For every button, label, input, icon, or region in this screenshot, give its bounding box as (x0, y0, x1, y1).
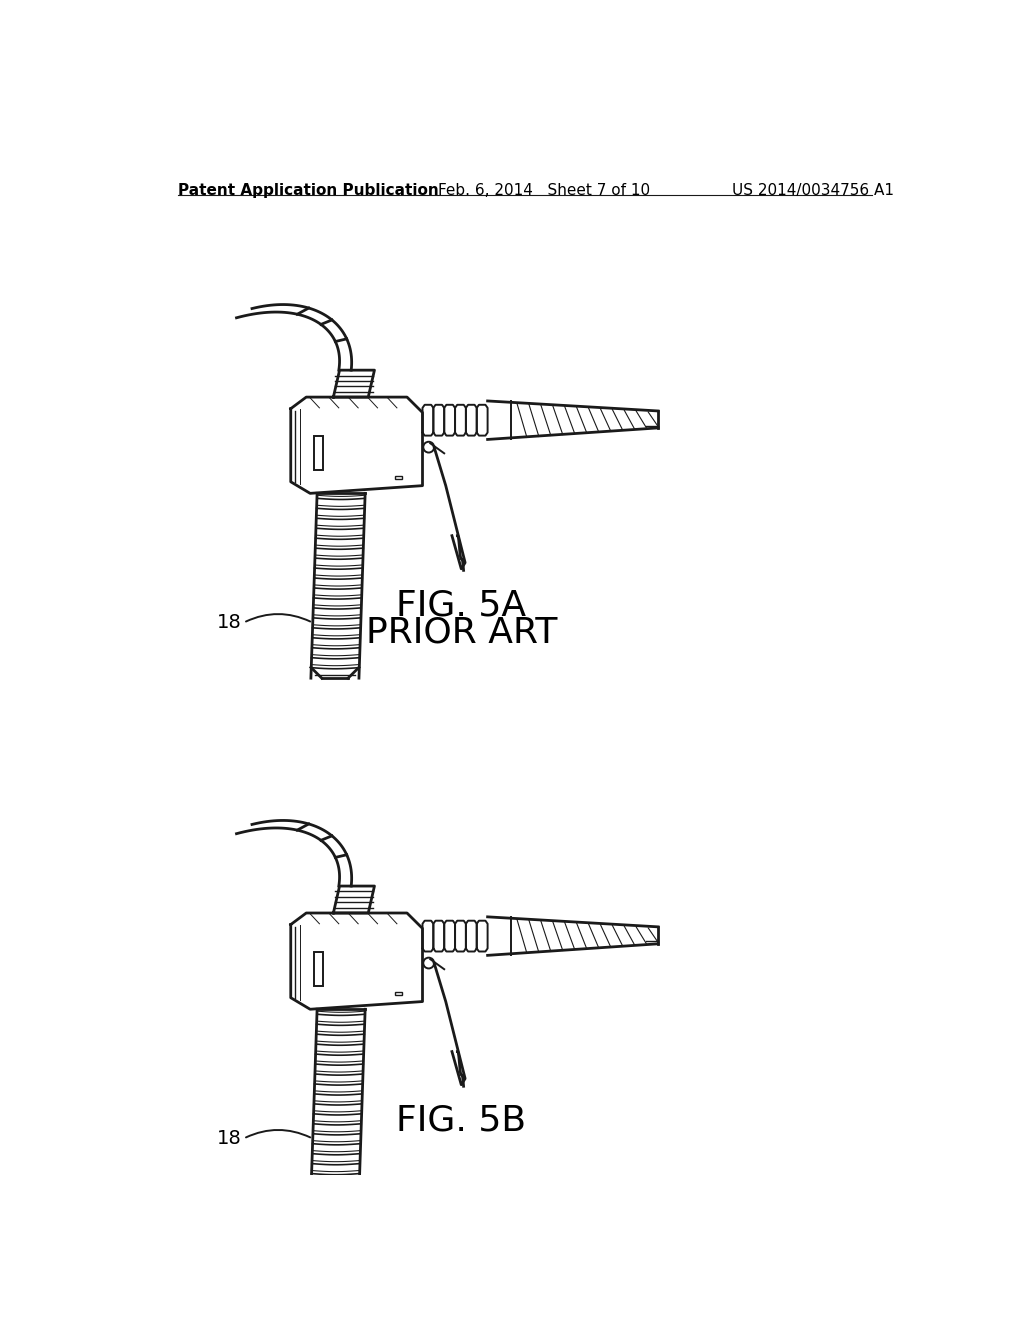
Bar (314, 436, 324, 470)
Bar (395, 991, 401, 995)
Text: Feb. 6, 2014   Sheet 7 of 10: Feb. 6, 2014 Sheet 7 of 10 (438, 183, 650, 198)
Bar (395, 475, 401, 479)
Text: FIG. 5A: FIG. 5A (396, 589, 526, 622)
Bar (314, 952, 324, 986)
Text: 18: 18 (217, 614, 242, 632)
Text: FIG. 5B: FIG. 5B (396, 1104, 526, 1138)
Text: 18: 18 (217, 1129, 242, 1148)
Text: Patent Application Publication: Patent Application Publication (178, 183, 439, 198)
Text: PRIOR ART: PRIOR ART (366, 615, 557, 649)
Text: US 2014/0034756 A1: US 2014/0034756 A1 (732, 183, 895, 198)
